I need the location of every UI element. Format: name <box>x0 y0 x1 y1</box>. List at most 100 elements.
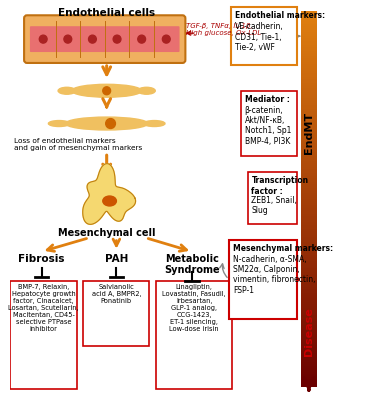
Text: Salvianolic
acid A, BMPR2,
Ponatinib: Salvianolic acid A, BMPR2, Ponatinib <box>92 284 141 304</box>
Polygon shape <box>83 164 136 224</box>
Text: β-catenin,
Akt/NF-κB,
Notch1, Sp1
BMP-4, PI3K: β-catenin, Akt/NF-κB, Notch1, Sp1 BMP-4,… <box>244 106 291 146</box>
Polygon shape <box>301 17 316 19</box>
Polygon shape <box>301 265 316 267</box>
Polygon shape <box>301 54 316 57</box>
Text: Transcription
factor :: Transcription factor : <box>251 176 309 196</box>
Polygon shape <box>301 66 316 68</box>
Polygon shape <box>301 327 316 329</box>
Polygon shape <box>301 351 316 354</box>
Polygon shape <box>301 278 316 280</box>
Polygon shape <box>301 124 316 126</box>
Polygon shape <box>301 158 316 160</box>
Polygon shape <box>301 321 316 323</box>
Polygon shape <box>301 83 316 85</box>
Polygon shape <box>301 214 316 216</box>
Polygon shape <box>301 250 316 252</box>
Polygon shape <box>301 36 316 38</box>
FancyBboxPatch shape <box>248 172 297 224</box>
Polygon shape <box>301 24 316 27</box>
Polygon shape <box>301 160 316 162</box>
Polygon shape <box>301 128 316 130</box>
Polygon shape <box>301 362 316 365</box>
Polygon shape <box>301 319 316 322</box>
Polygon shape <box>301 103 316 106</box>
Text: BMP-7, Relaxin,
Hepatocyte growth
factor, Cinacalcet,
Losartan, Scutellarin,
Mac: BMP-7, Relaxin, Hepatocyte growth factor… <box>8 284 79 332</box>
Polygon shape <box>301 377 316 380</box>
Polygon shape <box>301 366 316 368</box>
Polygon shape <box>301 143 316 145</box>
Polygon shape <box>301 116 316 119</box>
Polygon shape <box>301 300 316 303</box>
Polygon shape <box>301 263 316 265</box>
Polygon shape <box>301 167 316 170</box>
Polygon shape <box>301 355 316 357</box>
Polygon shape <box>301 141 316 143</box>
Polygon shape <box>301 254 316 256</box>
Polygon shape <box>301 132 316 134</box>
Polygon shape <box>301 285 316 288</box>
Polygon shape <box>301 225 316 228</box>
Polygon shape <box>301 328 316 331</box>
Ellipse shape <box>65 117 148 130</box>
Text: Mediator :: Mediator : <box>244 95 290 104</box>
Text: Linagliptin,
Lovastatin, Fasudil,
Irbesartan,
GLP-1 analog,
CCG-1423,
ET-1 silen: Linagliptin, Lovastatin, Fasudil, Irbesa… <box>162 284 226 332</box>
Polygon shape <box>301 340 316 342</box>
Polygon shape <box>301 257 316 260</box>
Polygon shape <box>301 180 316 183</box>
Polygon shape <box>301 383 316 385</box>
Polygon shape <box>301 347 316 350</box>
Polygon shape <box>301 236 316 239</box>
Polygon shape <box>301 45 316 48</box>
Polygon shape <box>301 353 316 355</box>
FancyBboxPatch shape <box>231 7 297 65</box>
Polygon shape <box>301 56 316 59</box>
Polygon shape <box>301 148 316 151</box>
Polygon shape <box>301 268 316 271</box>
Polygon shape <box>301 287 316 290</box>
Polygon shape <box>301 323 316 325</box>
Polygon shape <box>301 336 316 338</box>
Text: Fibrosis: Fibrosis <box>18 254 65 264</box>
Polygon shape <box>301 266 316 269</box>
Polygon shape <box>301 332 316 335</box>
Polygon shape <box>301 314 316 316</box>
Polygon shape <box>301 43 316 46</box>
Ellipse shape <box>72 84 142 97</box>
Polygon shape <box>301 188 316 190</box>
Polygon shape <box>301 171 316 173</box>
Text: N-cadherin, α-SMA,
SM22α, Calponin,
vimentin, fibronectin,
FSP-1: N-cadherin, α-SMA, SM22α, Calponin, vime… <box>233 255 315 295</box>
Polygon shape <box>301 190 316 192</box>
Text: ZEB1, Snail,
Slug: ZEB1, Snail, Slug <box>251 196 297 216</box>
Polygon shape <box>301 222 316 224</box>
Polygon shape <box>301 242 316 244</box>
Ellipse shape <box>49 120 70 126</box>
Text: Disease: Disease <box>304 308 314 356</box>
Ellipse shape <box>103 196 116 206</box>
Polygon shape <box>301 77 316 79</box>
Polygon shape <box>301 75 316 78</box>
Polygon shape <box>301 306 316 308</box>
Polygon shape <box>301 98 316 100</box>
FancyBboxPatch shape <box>229 240 297 319</box>
Polygon shape <box>301 102 316 104</box>
Polygon shape <box>301 246 316 248</box>
Polygon shape <box>301 193 316 196</box>
Polygon shape <box>301 111 316 113</box>
Polygon shape <box>301 364 316 366</box>
Polygon shape <box>301 210 316 213</box>
Polygon shape <box>301 276 316 278</box>
Polygon shape <box>301 240 316 243</box>
Polygon shape <box>301 34 316 36</box>
Polygon shape <box>301 144 316 147</box>
Polygon shape <box>301 317 316 320</box>
Polygon shape <box>301 216 316 218</box>
Text: Loss of endothelial markers
and gain of mesenchymal markers: Loss of endothelial markers and gain of … <box>14 138 142 152</box>
Polygon shape <box>301 32 316 34</box>
Polygon shape <box>301 38 316 40</box>
Polygon shape <box>301 88 316 91</box>
Polygon shape <box>301 26 316 29</box>
Polygon shape <box>301 64 316 66</box>
Polygon shape <box>301 346 316 348</box>
Polygon shape <box>301 297 316 299</box>
Polygon shape <box>301 199 316 201</box>
